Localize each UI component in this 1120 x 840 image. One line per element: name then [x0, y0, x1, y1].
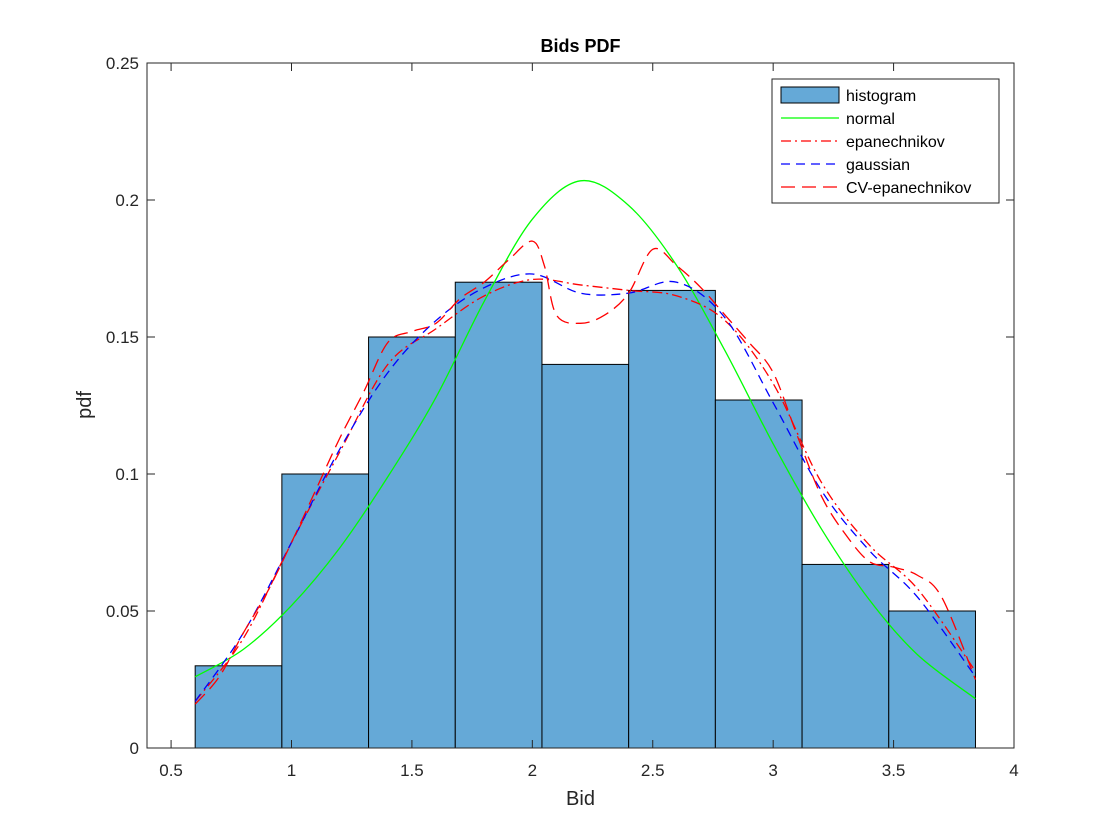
series-line-epanechnikov [194, 278, 976, 702]
legend-label: CV-epanechnikov [846, 180, 971, 197]
x-tick-label: 3 [768, 761, 777, 780]
histogram-bar [194, 665, 283, 749]
chart-title: Bids PDF [540, 36, 620, 56]
legend: histogram normal epanechnikov gaussian CV-ep… [771, 78, 1000, 204]
y-tick-label: 0.05 [106, 602, 139, 621]
y-tick-label: 0.15 [106, 328, 139, 347]
legend-label: histogram [846, 88, 916, 105]
legend-label: epanechnikov [846, 134, 945, 151]
x-axis-label: Bid [566, 788, 595, 810]
histogram-bar [714, 399, 803, 749]
histogram-bar [454, 281, 543, 749]
series-line-normal [194, 179, 976, 700]
x-tick-label: 4 [1009, 761, 1018, 780]
y-tick-label: 0 [130, 739, 139, 758]
histogram-bar [628, 289, 716, 749]
axes: 0.5 1 1.5 2 2.5 3 3.5 4 0 0.05 0.1 0.15 0.2 0.25 [106, 54, 1019, 780]
histogram-bar [368, 336, 456, 749]
histogram-bar [541, 363, 630, 749]
x-tick-label: 3.5 [882, 761, 906, 780]
histogram-bar [888, 610, 976, 749]
x-tick-label: 1.5 [400, 761, 424, 780]
y-tick-label: 0.25 [106, 54, 139, 73]
x-tick-label: 2 [528, 761, 537, 780]
y-tick-label: 0.1 [115, 465, 139, 484]
axes-box [146, 62, 1015, 749]
x-tick-label: 2.5 [641, 761, 665, 780]
histogram-bar [281, 473, 370, 749]
x-tick-label: 0.5 [159, 761, 183, 780]
legend-label: gaussian [846, 157, 910, 174]
legend-label: normal [846, 111, 895, 128]
series-line-cv-epanechnikov [194, 240, 977, 705]
y-tick-label: 0.2 [115, 191, 139, 210]
histogram-bar [801, 563, 890, 749]
y-axis-label: pdf [74, 391, 96, 419]
histogram-bars [194, 281, 976, 749]
density-curves [194, 179, 977, 705]
series-line-gaussian [194, 273, 976, 702]
x-tick-label: 1 [287, 761, 296, 780]
legend-swatch-histogram [780, 86, 840, 104]
